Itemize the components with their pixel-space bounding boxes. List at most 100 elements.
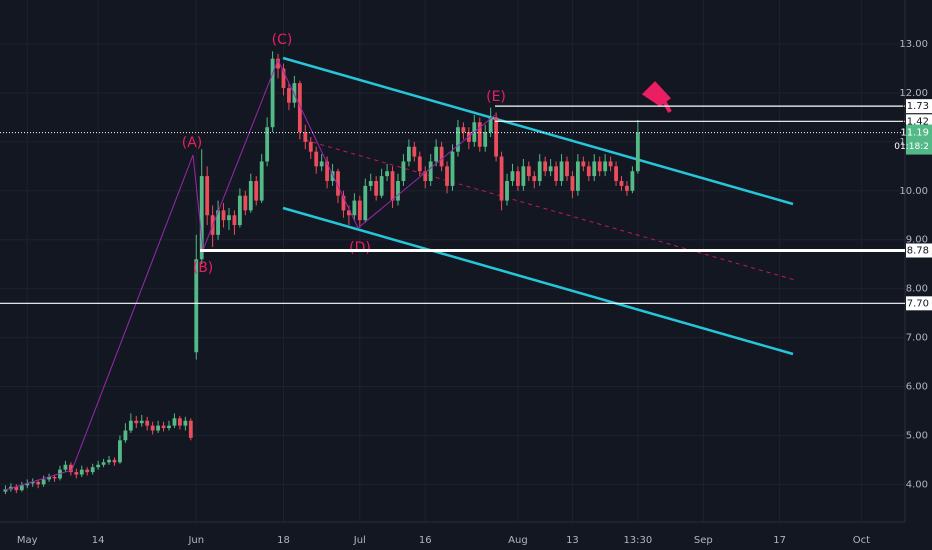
candle-body xyxy=(396,181,400,201)
candle-body xyxy=(570,176,575,191)
candle-body xyxy=(96,464,101,468)
candle-body xyxy=(259,161,264,201)
candle-body xyxy=(41,479,46,485)
candle-body xyxy=(265,127,270,162)
candle-body xyxy=(597,161,602,172)
candle-body xyxy=(308,141,313,152)
y-tick-label: 4.00 xyxy=(906,479,928,490)
price-level-box xyxy=(906,296,932,311)
wave-label: (D) xyxy=(349,240,371,256)
channel-upper xyxy=(282,56,794,206)
price-level-label: 8.78 xyxy=(907,245,929,256)
candle-body xyxy=(477,122,482,147)
candle-body xyxy=(526,166,531,177)
candle-body xyxy=(90,467,95,473)
candle-body xyxy=(499,156,504,201)
candle-body xyxy=(19,485,24,491)
candle-body xyxy=(428,161,433,182)
candle-body xyxy=(118,440,122,463)
candle-body xyxy=(30,481,35,484)
candle-body xyxy=(516,171,520,186)
candle-body xyxy=(586,166,591,177)
countdown: 01:18:2 xyxy=(894,142,929,152)
candle-body xyxy=(406,146,411,162)
candle-body xyxy=(625,185,629,191)
annotations: (A) (B) (C) (D) (E) xyxy=(4,32,672,491)
price-level-box xyxy=(906,243,932,258)
candle-body xyxy=(505,181,509,201)
candle-body xyxy=(172,418,177,426)
candle-body xyxy=(199,176,204,260)
candle-body xyxy=(52,476,57,479)
x-tick-label: 17 xyxy=(773,535,786,546)
candle-body xyxy=(488,117,493,133)
y-tick-label: 10.00 xyxy=(899,186,928,197)
candle-body xyxy=(374,181,379,196)
x-tick-label: May xyxy=(17,535,38,546)
candle-body xyxy=(619,181,624,186)
y-tick-label: 7.00 xyxy=(906,333,928,344)
x-tick-label: Jun xyxy=(187,535,204,546)
candle-body xyxy=(276,58,280,69)
candle-body xyxy=(281,68,286,89)
y-tick-label: 12.00 xyxy=(899,88,928,99)
channel-lower xyxy=(282,206,794,356)
x-tick-label: 13:30 xyxy=(623,535,652,546)
candle-body xyxy=(532,176,537,182)
candle-body xyxy=(243,195,248,211)
candle-body xyxy=(434,146,439,162)
candle-body xyxy=(150,425,155,431)
candle-body xyxy=(554,166,558,182)
candle-body xyxy=(592,161,597,177)
candle-body xyxy=(314,151,319,167)
last-price-box xyxy=(906,124,932,155)
candle-body xyxy=(379,176,384,196)
candle-body xyxy=(494,117,499,157)
candle-body xyxy=(635,132,640,172)
wave-label: (B) xyxy=(193,260,214,276)
candle-body xyxy=(47,476,51,480)
axes: 4.005.006.007.008.009.0010.0011.0012.001… xyxy=(0,39,932,546)
x-tick-label: Jul xyxy=(353,535,366,546)
candle-body xyxy=(85,469,90,473)
price-level-label: 7.70 xyxy=(907,298,929,309)
candle-body xyxy=(292,83,297,103)
candle-body xyxy=(68,464,73,473)
x-tick-label: 18 xyxy=(277,535,290,546)
candle-body xyxy=(161,425,166,429)
last-price-label: 11.19 xyxy=(900,128,929,139)
candle-body xyxy=(325,161,330,182)
price-level-box xyxy=(906,99,932,114)
candle-body xyxy=(461,127,466,133)
candle-body xyxy=(248,181,253,211)
candle-body xyxy=(385,171,389,177)
candle-body xyxy=(565,161,569,177)
candle-body xyxy=(74,472,79,475)
y-tick-label: 8.00 xyxy=(906,284,928,295)
y-tick-label: 5.00 xyxy=(906,430,928,441)
candle-body xyxy=(14,486,19,491)
candle-body xyxy=(417,156,422,172)
candle-body xyxy=(456,127,460,152)
wave-label: (E) xyxy=(486,89,506,105)
candle-body xyxy=(232,215,237,226)
candle-body xyxy=(603,161,608,172)
candle-body xyxy=(352,200,357,216)
candle-body xyxy=(548,166,553,172)
candle-body xyxy=(216,210,220,235)
candle-body xyxy=(3,489,8,492)
candle-body xyxy=(510,171,515,182)
candle-body xyxy=(205,176,210,216)
candle-body xyxy=(330,171,335,182)
wave-label: (C) xyxy=(272,32,293,48)
candle-body xyxy=(139,420,144,424)
x-tick-label: 14 xyxy=(92,535,105,546)
candle-body xyxy=(401,161,406,182)
candle-body xyxy=(297,83,302,133)
candle-body xyxy=(581,161,586,167)
y-tick-label: 13.00 xyxy=(899,39,928,50)
candle-body xyxy=(341,195,346,211)
candle-body xyxy=(134,420,139,424)
